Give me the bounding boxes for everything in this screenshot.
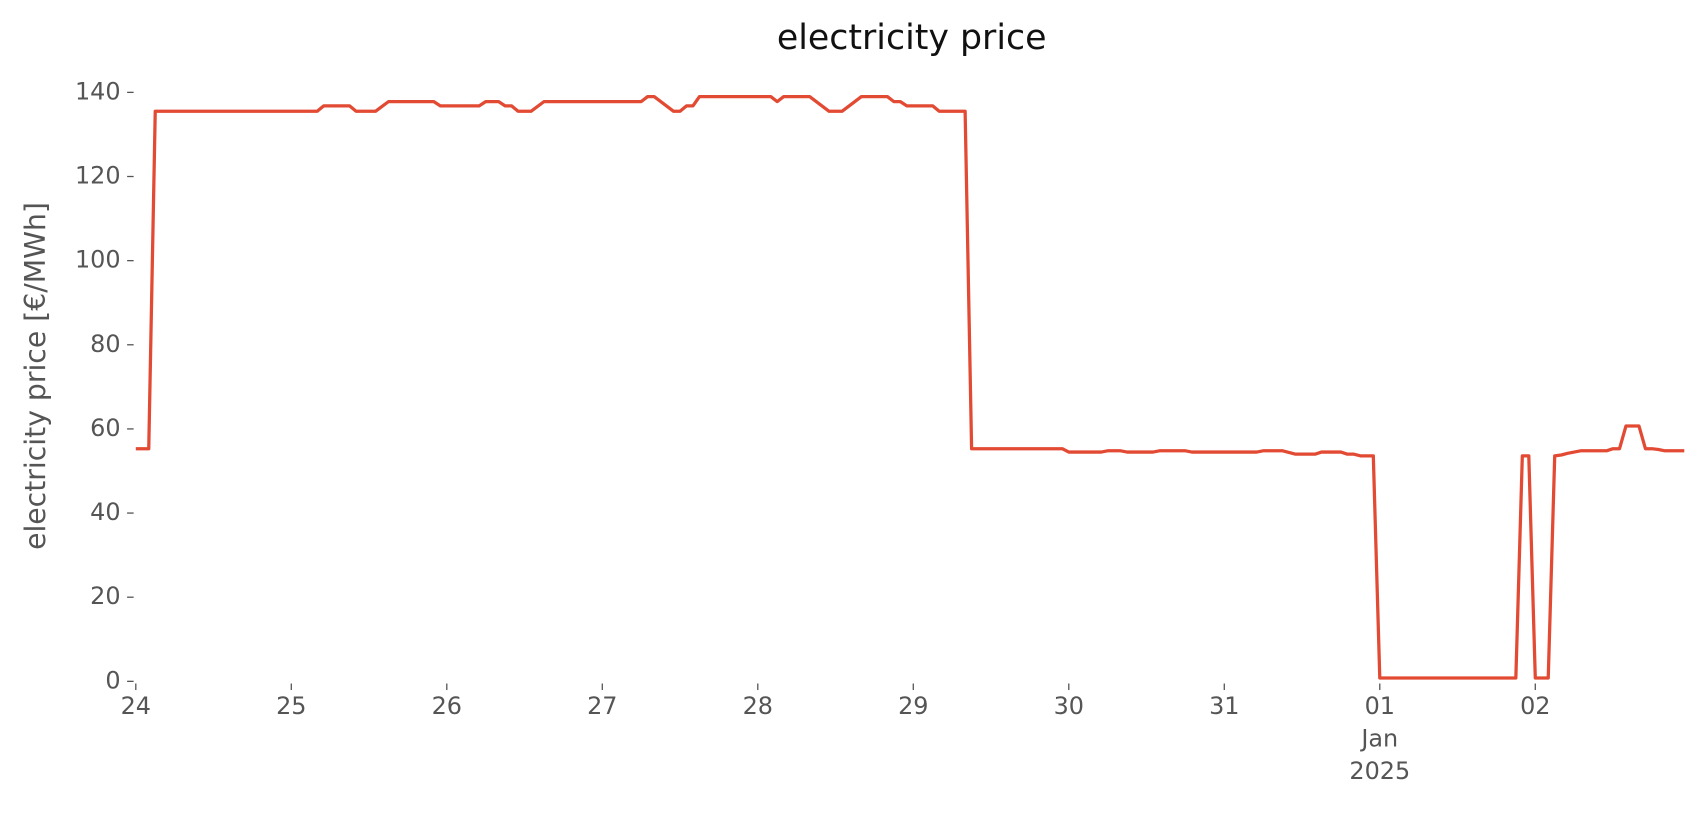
x-tick-label: 02 [1520,692,1550,720]
x-tick-label: 01 Jan 2025 [1349,692,1410,785]
x-tick-label-line: Jan [1359,725,1398,753]
chart-title: electricity price [777,18,1047,58]
y-tick-label: 40 [90,498,120,526]
x-tick-label: 28 [743,692,773,720]
x-tick-label-line: 2025 [1349,757,1410,785]
x-tick-label: 29 [898,692,928,720]
x-tick-label: 31 [1209,692,1239,720]
x-tick-label: 27 [587,692,617,720]
y-tick-label: 20 [90,582,120,610]
x-tick-label-line: 01 [1365,692,1395,720]
line-series [135,94,1685,680]
y-tick-label: 60 [90,414,120,442]
y-tick-label: 120 [75,162,121,190]
x-tick-label: 24 [121,692,151,720]
y-tick-label: 100 [75,246,121,274]
y-tick-label: 80 [90,330,120,358]
y-axis-label: electricity price [€/MWh] [19,202,52,550]
x-tick-label: 25 [276,692,306,720]
x-tick-label: 30 [1054,692,1084,720]
x-tick-label: 26 [432,692,462,720]
y-tick-label: 140 [75,77,121,105]
y-tick-label: 0 [105,666,120,694]
